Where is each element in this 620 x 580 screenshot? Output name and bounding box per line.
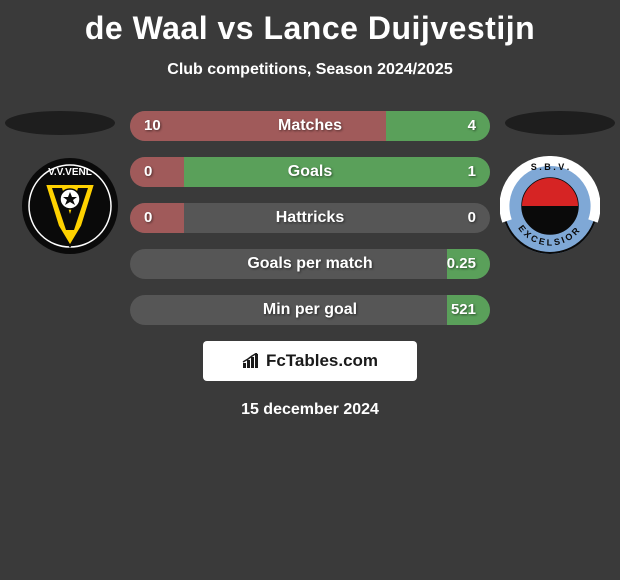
club-badge-right: S . B . V . E X C E L S I O R [500, 156, 600, 256]
stat-value-right: 0 [468, 203, 476, 233]
stat-label: Hattricks [130, 203, 490, 233]
brand-box: FcTables.com [203, 341, 417, 381]
brand-text: FcTables.com [266, 351, 378, 371]
subtitle: Club competitions, Season 2024/2025 [0, 61, 620, 79]
stat-value-right: 4 [468, 111, 476, 141]
stat-label: Goals per match [130, 249, 490, 279]
stats-list: Matches104Goals01Hattricks00Goals per ma… [130, 111, 490, 325]
chart-icon [242, 353, 262, 369]
date-line: 15 december 2024 [0, 401, 620, 419]
page-title: de Waal vs Lance Duijvestijn [0, 0, 620, 47]
stat-label: Min per goal [130, 295, 490, 325]
stat-row: Hattricks0 0 [130, 203, 490, 233]
stat-row: Min per goal521 [130, 295, 490, 325]
player-avatar-placeholder-left [5, 111, 115, 135]
stat-value-left: 0 [144, 203, 152, 233]
stat-label: Matches [130, 111, 490, 141]
sbv-excelsior-logo-icon: S . B . V . E X C E L S I O R [500, 156, 600, 256]
svg-text:V.V.VENL: V.V.VENL [48, 167, 92, 178]
stat-value-left: 10 [144, 111, 161, 141]
brand-label: FcTables.com [242, 351, 378, 371]
stat-row: Goals0 1 [130, 157, 490, 187]
club-badge-left: V.V.VENL [20, 156, 120, 256]
stat-label: Goals [130, 157, 490, 187]
stat-value-right: 521 [451, 295, 476, 325]
stat-value-left: 0 [144, 157, 152, 187]
stat-value-right: 1 [468, 157, 476, 187]
stat-row: Matches10 4 [130, 111, 490, 141]
player-avatar-placeholder-right [505, 111, 615, 135]
stat-row: Goals per match0.25 [130, 249, 490, 279]
stat-value-right: 0.25 [447, 249, 476, 279]
comparison-infographic: de Waal vs Lance Duijvestijn Club compet… [0, 0, 620, 580]
content-area: V.V.VENL S . B . V . E X C E L S I O R [0, 111, 620, 419]
svg-text:S . B . V .: S . B . V . [531, 162, 570, 172]
vvv-venlo-logo-icon: V.V.VENL [20, 156, 120, 256]
